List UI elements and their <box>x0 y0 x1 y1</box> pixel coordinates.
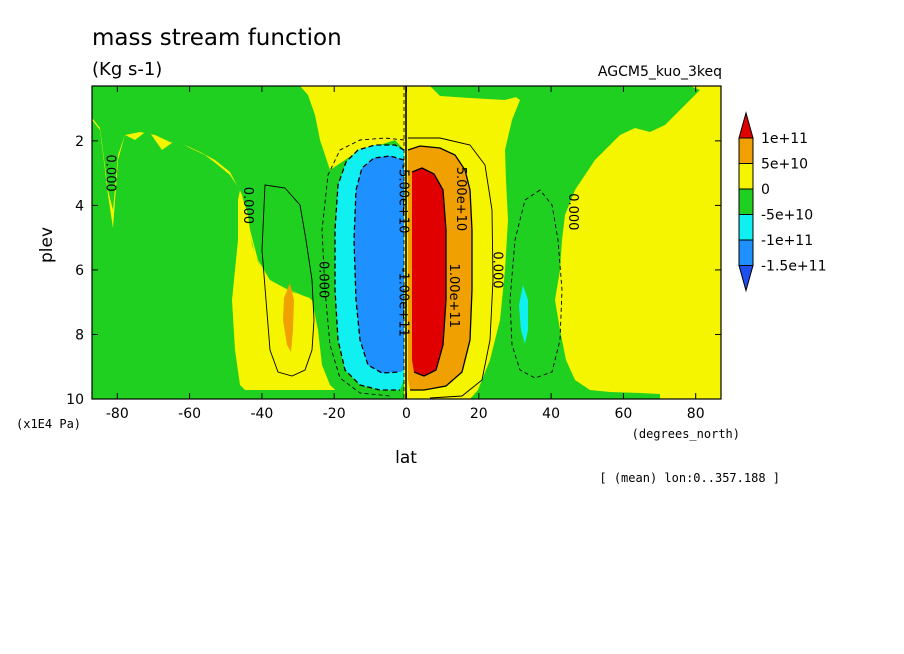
chart-subtitle: (Kg s-1) <box>92 59 162 80</box>
colorbar-level-label: -1.5e+11 <box>761 259 826 275</box>
contour-label: 0.000 <box>316 261 331 298</box>
colorbar-segment <box>738 239 754 266</box>
x-tick-label: 60 <box>614 406 632 422</box>
x-axis-ticks: -80 -60 -40 -20 0 20 40 60 80 <box>106 86 705 422</box>
colorbar-segment <box>738 137 754 164</box>
y-tick-label: 4 <box>75 198 84 214</box>
contour-field <box>92 86 721 399</box>
contour-labels: 5.00e+10 1.00e+11 -1.00e+11 -5.00e+10 0.000 0… <box>102 155 580 337</box>
colorbar-level-label: -1e+11 <box>761 233 813 249</box>
contour-label: 0.000 <box>102 155 117 192</box>
x-tick-label: -40 <box>250 406 273 422</box>
footnote: [ (mean) lon:0..357.188 ] <box>599 471 780 485</box>
x-tick-label: -80 <box>106 406 129 422</box>
blob-orange-south <box>283 283 294 352</box>
colorbar: 1e+11 5e+10 0 -5e+10 -1e+11 -1.5e+11 <box>738 111 826 293</box>
x-tick-label: 20 <box>470 406 488 422</box>
blob-cyan-north <box>519 285 528 344</box>
y-tick-label: 2 <box>75 134 84 150</box>
y-axis-units: (x1E4 Pa) <box>16 417 81 431</box>
band-neg-north-top <box>430 86 530 100</box>
y-axis-ticks: 2 4 6 8 10 <box>66 134 721 408</box>
band-neg-upper-green <box>92 86 404 399</box>
colorbar-level-label: 5e+10 <box>761 157 808 173</box>
colorbar-cap-top <box>738 111 754 139</box>
contour-label: 5.00e+10 <box>453 167 468 231</box>
contour-label: 1.00e+11 <box>446 264 461 328</box>
x-tick-label: 40 <box>542 406 560 422</box>
x-tick-label: -60 <box>178 406 201 422</box>
x-axis-label: lat <box>395 448 417 468</box>
colorbar-level-label: 1e+11 <box>761 131 808 147</box>
contour-label: 0.000 <box>565 193 580 230</box>
x-tick-label: 0 <box>402 406 411 422</box>
colorbar-level-label: 0 <box>761 182 770 198</box>
x-tick-label: 80 <box>687 406 705 422</box>
colorbar-segment <box>738 214 754 241</box>
contour-label: 0.000 <box>489 251 504 288</box>
y-tick-label: 8 <box>75 327 84 343</box>
contour-lines <box>261 86 563 399</box>
y-axis-label: plev <box>37 227 57 263</box>
y-tick-label: 10 <box>66 392 84 408</box>
experiment-label: AGCM5_kuo_3keq <box>598 64 722 80</box>
contour-label: 0.000 <box>240 187 255 224</box>
contour-label: -5.00e+10 <box>395 164 410 233</box>
band-pos-red <box>412 168 446 376</box>
chart-title: mass stream function <box>92 25 342 51</box>
colorbar-segment <box>738 188 754 215</box>
contour-label: -1.00e+11 <box>395 268 410 337</box>
colorbar-cap-bottom <box>738 265 754 293</box>
colorbar-level-label: -5e+10 <box>761 208 813 224</box>
x-axis-units: (degrees_north) <box>632 427 740 441</box>
x-tick-label: -20 <box>323 406 346 422</box>
band-neg-bottom-strip <box>92 390 400 399</box>
colorbar-segment <box>738 163 754 190</box>
y-tick-label: 6 <box>75 263 84 279</box>
band-neg-blue <box>354 156 404 373</box>
